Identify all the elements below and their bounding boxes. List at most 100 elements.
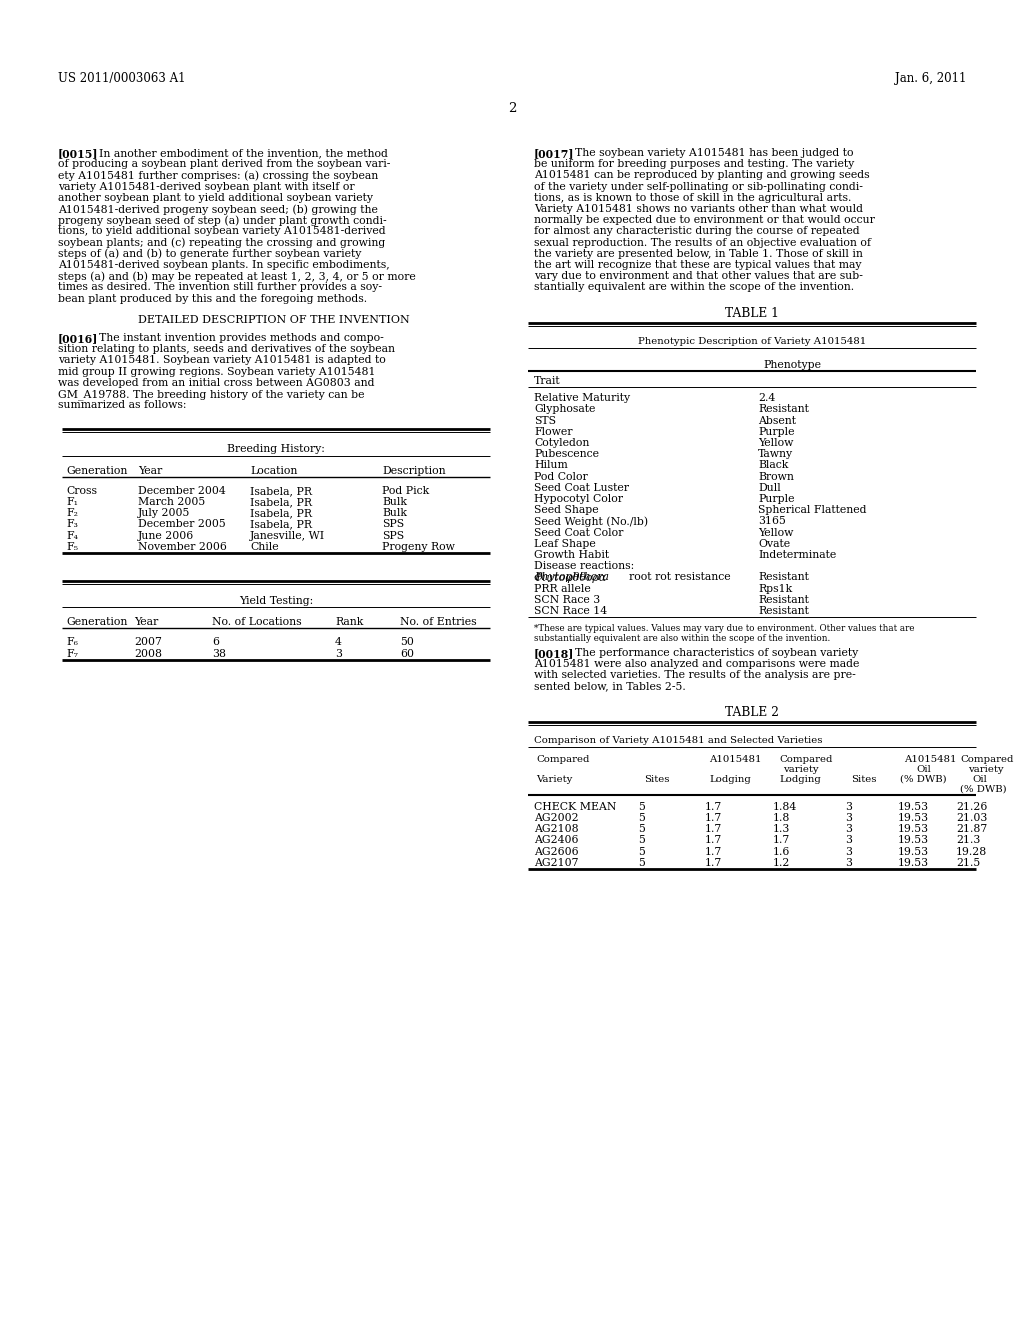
- Text: 3165: 3165: [758, 516, 785, 527]
- Text: Isabela, PR: Isabela, PR: [250, 486, 312, 496]
- Text: soybean plants; and (c) repeating the crossing and growing: soybean plants; and (c) repeating the cr…: [58, 238, 385, 248]
- Text: Purple: Purple: [758, 494, 795, 504]
- Text: 21.87: 21.87: [956, 824, 987, 834]
- Text: Description: Description: [382, 466, 445, 475]
- Text: Generation: Generation: [66, 618, 127, 627]
- Text: Lodging: Lodging: [779, 775, 821, 784]
- Text: SCN Race 14: SCN Race 14: [534, 606, 607, 616]
- Text: 1.6: 1.6: [773, 846, 791, 857]
- Text: Comparison of Variety A1015481 and Selected Varieties: Comparison of Variety A1015481 and Selec…: [534, 735, 822, 744]
- Text: summarized as follows:: summarized as follows:: [58, 400, 186, 411]
- Text: Oil: Oil: [916, 764, 931, 774]
- Text: STS: STS: [534, 416, 556, 425]
- Text: Janesville, WI: Janesville, WI: [250, 531, 326, 541]
- Text: Chile: Chile: [250, 541, 279, 552]
- Text: 21.5: 21.5: [956, 858, 980, 867]
- Text: steps of (a) and (b) to generate further soybean variety: steps of (a) and (b) to generate further…: [58, 248, 361, 259]
- Text: Seed Coat Luster: Seed Coat Luster: [534, 483, 629, 492]
- Text: root rot resistance: root rot resistance: [629, 573, 731, 582]
- Text: Φιυτοφθθορα: Φιυτοφθθορα: [534, 573, 607, 583]
- Text: AG2107: AG2107: [534, 858, 579, 867]
- Text: vary due to environment and that other values that are sub-: vary due to environment and that other v…: [534, 271, 863, 281]
- Text: 60: 60: [400, 648, 414, 659]
- Text: 19.53: 19.53: [898, 813, 929, 822]
- Text: 19.28: 19.28: [956, 846, 987, 857]
- Text: 19.53: 19.53: [898, 836, 929, 845]
- Text: 21.26: 21.26: [956, 801, 987, 812]
- Text: Jan. 6, 2011: Jan. 6, 2011: [895, 73, 966, 84]
- Text: F₄: F₄: [66, 531, 78, 541]
- Text: A1015481 can be reproduced by planting and growing seeds: A1015481 can be reproduced by planting a…: [534, 170, 869, 181]
- Text: Absent: Absent: [758, 416, 796, 425]
- Text: 38: 38: [212, 648, 226, 659]
- Text: 4: 4: [335, 638, 342, 647]
- Text: Year: Year: [138, 466, 162, 475]
- Text: (% DWB): (% DWB): [900, 775, 946, 784]
- Text: F₅: F₅: [66, 541, 78, 552]
- Text: 1.84: 1.84: [773, 801, 798, 812]
- Text: SPS: SPS: [382, 531, 404, 541]
- Text: July 2005: July 2005: [138, 508, 190, 519]
- Text: Hilum: Hilum: [534, 461, 567, 470]
- Text: 2008: 2008: [134, 648, 162, 659]
- Text: Pod Pick: Pod Pick: [382, 486, 429, 496]
- Text: Tawny: Tawny: [758, 449, 794, 459]
- Text: sexual reproduction. The results of an objective evaluation of: sexual reproduction. The results of an o…: [534, 238, 871, 248]
- Text: variety A1015481-derived soybean plant with itself or: variety A1015481-derived soybean plant w…: [58, 182, 354, 191]
- Text: 3: 3: [845, 858, 852, 867]
- Text: 1.7: 1.7: [705, 801, 722, 812]
- Text: 1.7: 1.7: [705, 858, 722, 867]
- Text: 5: 5: [638, 813, 645, 822]
- Text: Variety: Variety: [536, 775, 572, 784]
- Text: 21.3: 21.3: [956, 836, 980, 845]
- Text: No. of Entries: No. of Entries: [400, 618, 476, 627]
- Text: Disease reactions:: Disease reactions:: [534, 561, 634, 572]
- Text: AG2606: AG2606: [534, 846, 579, 857]
- Text: December 2004: December 2004: [138, 486, 225, 496]
- Text: times as desired. The invention still further provides a soy-: times as desired. The invention still fu…: [58, 282, 382, 293]
- Text: [0016]: [0016]: [58, 333, 98, 345]
- Text: November 2006: November 2006: [138, 541, 227, 552]
- Text: Resistant: Resistant: [758, 404, 809, 414]
- Text: SCN Race 3: SCN Race 3: [534, 595, 600, 605]
- Text: AG2108: AG2108: [534, 824, 579, 834]
- Text: 3: 3: [845, 836, 852, 845]
- Text: Variety A1015481 shows no variants other than what would: Variety A1015481 shows no variants other…: [534, 205, 863, 214]
- Text: 19.53: 19.53: [898, 858, 929, 867]
- Text: Bulk: Bulk: [382, 508, 407, 519]
- Text: variety: variety: [968, 764, 1004, 774]
- Text: The soybean variety A1015481 has been judged to: The soybean variety A1015481 has been ju…: [575, 148, 853, 158]
- Text: No. of Locations: No. of Locations: [212, 618, 302, 627]
- Text: Location: Location: [250, 466, 297, 475]
- Text: Brown: Brown: [758, 471, 794, 482]
- Text: another soybean plant to yield additional soybean variety: another soybean plant to yield additiona…: [58, 193, 373, 203]
- Text: Glyphosate: Glyphosate: [534, 404, 595, 414]
- Text: Cotyledon: Cotyledon: [534, 438, 590, 447]
- Text: CHECK MEAN: CHECK MEAN: [534, 801, 616, 812]
- Text: Yellow: Yellow: [758, 438, 794, 447]
- Text: The performance characteristics of soybean variety: The performance characteristics of soybe…: [575, 648, 858, 657]
- Text: Yellow: Yellow: [758, 528, 794, 537]
- Text: with selected varieties. The results of the analysis are pre-: with selected varieties. The results of …: [534, 671, 856, 680]
- Text: Isabela, PR: Isabela, PR: [250, 498, 312, 507]
- Text: Purple: Purple: [758, 426, 795, 437]
- Text: Seed Shape: Seed Shape: [534, 506, 599, 515]
- Text: ety A1015481 further comprises: (a) crossing the soybean: ety A1015481 further comprises: (a) cros…: [58, 170, 378, 181]
- Text: substantially equivalent are also within the scope of the invention.: substantially equivalent are also within…: [534, 634, 830, 643]
- Text: Phytophthora: Phytophthora: [534, 573, 609, 582]
- Text: Resistant: Resistant: [758, 595, 809, 605]
- Text: 1.7: 1.7: [705, 824, 722, 834]
- Text: March 2005: March 2005: [138, 498, 205, 507]
- Text: Year: Year: [134, 618, 159, 627]
- Text: A1015481: A1015481: [709, 755, 762, 764]
- Text: F₇: F₇: [66, 648, 78, 659]
- Text: 3: 3: [845, 846, 852, 857]
- Text: DETAILED DESCRIPTION OF THE INVENTION: DETAILED DESCRIPTION OF THE INVENTION: [138, 314, 410, 325]
- Text: TABLE 2: TABLE 2: [725, 705, 779, 718]
- Text: AG2406: AG2406: [534, 836, 579, 845]
- Text: 2.4: 2.4: [758, 393, 775, 403]
- Text: 5: 5: [638, 846, 645, 857]
- Text: steps (a) and (b) may be repeated at least 1, 2, 3, 4, or 5 or more: steps (a) and (b) may be repeated at lea…: [58, 271, 416, 281]
- Text: F₁: F₁: [66, 498, 78, 507]
- Text: Compared: Compared: [779, 755, 833, 764]
